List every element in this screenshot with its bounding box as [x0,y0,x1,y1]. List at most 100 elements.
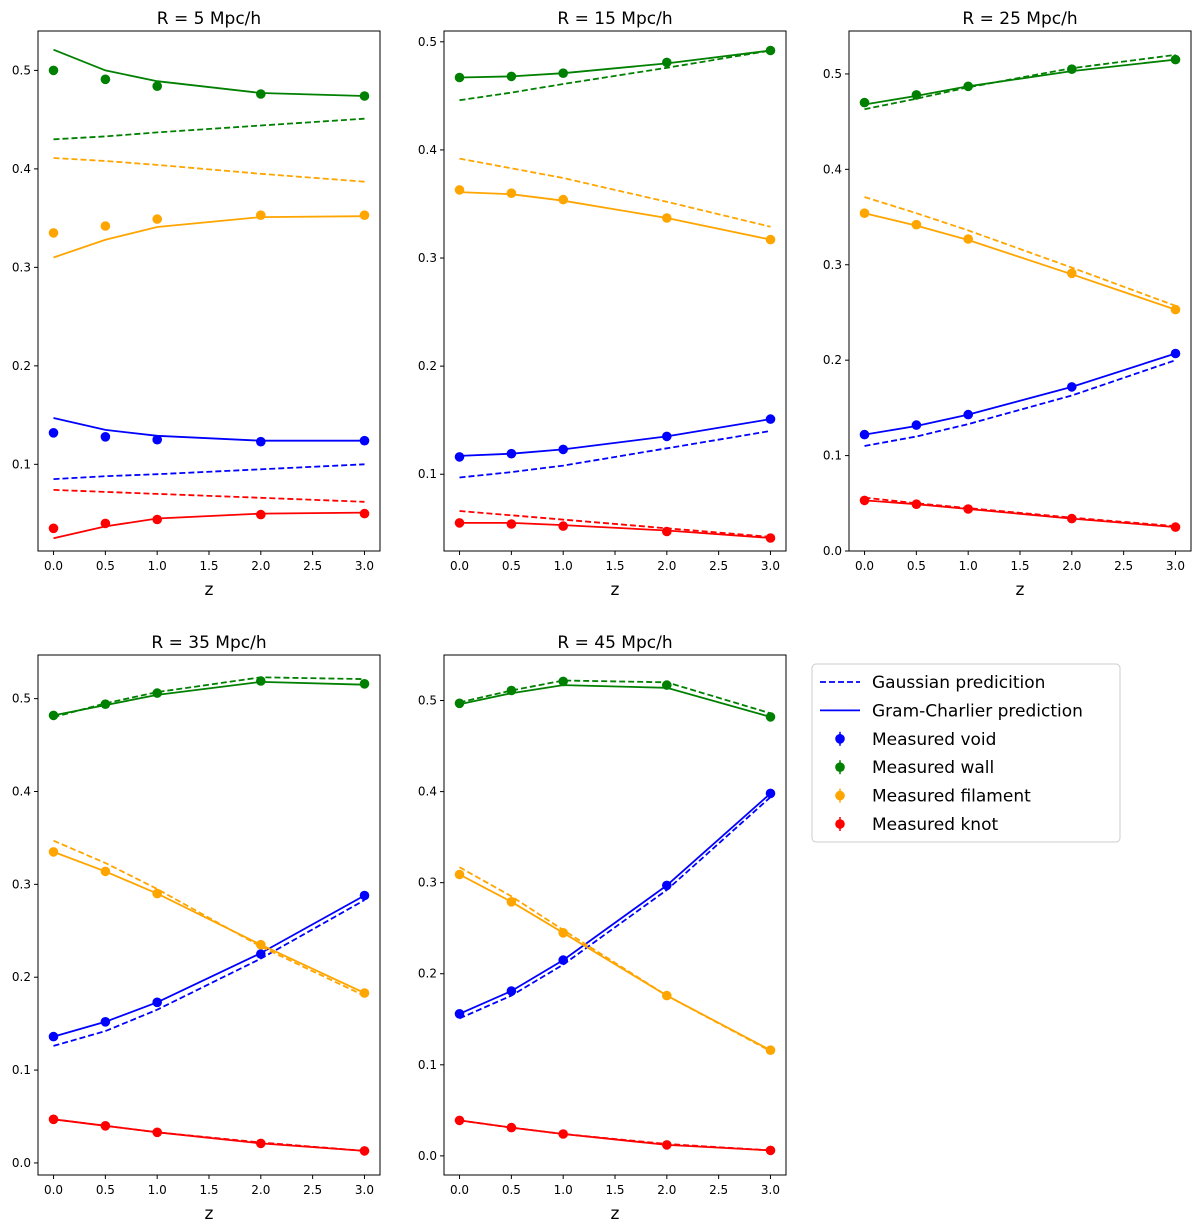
wall-measured-point [662,57,672,68]
series-knot [454,510,776,543]
knot-measured-point [359,508,370,519]
filament-gram-charlier-line [53,851,365,994]
wall-measured-point [1067,64,1077,74]
void-measured-point [558,955,568,965]
knot-measured-point [765,1145,776,1156]
series-filament [454,157,776,245]
wall-gram-charlier-line [459,684,771,718]
wall-gaussian-line [459,679,771,715]
void-gram-charlier-line [459,792,772,1015]
series-void [859,348,1181,447]
void-measured-point [1067,382,1077,392]
knot-gaussian-line [459,510,771,538]
x-tick-label: 1.5 [605,1183,624,1197]
legend-label: Measured wall [872,758,994,778]
legend-entry: Gram-Charlier prediction [820,701,1083,721]
wall-measured-point [963,81,973,92]
x-tick-label: 2.0 [251,1183,270,1197]
wall-measured-point [506,685,517,696]
knot-measured-point [765,533,776,543]
knot-measured-point [1170,522,1181,532]
knot-gaussian-line [864,496,1176,528]
filament-measured-point [454,869,465,880]
y-tick-label: 0.5 [418,35,437,49]
wall-measured-point [152,81,162,91]
wall-measured-point [765,45,776,56]
x-tick-label: 2.0 [1062,559,1081,573]
legend-entry: Measured wall [835,758,994,778]
legend-label: Measured knot [872,815,998,835]
filament-gaussian-line [864,196,1176,307]
wall-measured-point [558,676,568,687]
wall-measured-point [454,698,465,709]
knot-measured-point [662,526,672,537]
y-tick-label: 0.4 [418,143,437,157]
x-tick-label: 3.0 [761,1183,780,1197]
wall-gram-charlier-line [53,48,365,97]
series-filament [48,839,370,998]
filament-measured-point [255,939,266,950]
legend-entry: Measured knot [835,815,998,835]
y-tick-label: 0.2 [12,359,31,373]
legend-label: Gaussian predicition [872,673,1045,693]
y-tick-label: 0.1 [418,467,437,481]
legend-label: Gram-Charlier prediction [872,701,1083,721]
axes-frame [848,30,1192,552]
wall-measured-point [1170,54,1181,65]
void-measured-point [100,432,111,442]
x-tick-label: 0.0 [450,559,469,573]
knot-measured-point [255,509,266,520]
filament-measured-point [152,214,162,224]
knot-measured-point [48,1114,59,1125]
y-tick-label: 0.3 [12,877,31,891]
legend-marker-icon [835,819,845,829]
void-measured-point [454,452,465,462]
chart-panel-2: R = 15 Mpc/h 0.0 0.5 1.0 1.5 2.0 2.5 3.0 0.1 0.2 0… [418,9,787,600]
knot-measured-point [859,495,870,506]
x-tick-label: 0.5 [502,559,521,573]
y-tick-label: 0.3 [418,876,437,890]
wall-measured-point [359,91,370,101]
chart-title: R = 35 Mpc/h [151,633,266,653]
y-tick-label: 0.2 [418,967,437,981]
filament-measured-point [359,988,370,998]
wall-measured-point [859,97,870,108]
wall-measured-point [152,688,162,698]
knot-measured-point [506,1122,517,1133]
knot-gram-charlier-line [864,499,1176,528]
x-tick-label: 1.5 [1010,559,1029,573]
y-tick-label: 0.5 [12,692,31,706]
filament-measured-point [765,234,776,245]
void-gram-charlier-line [864,352,1176,436]
y-tick-label: 0.2 [12,970,31,984]
legend-label: Measured filament [872,787,1031,807]
legend-entry: Measured filament [835,787,1031,807]
x-axis-label: z [205,580,214,600]
knot-measured-point [100,1121,111,1131]
wall-measured-point [506,71,517,82]
void-measured-point [100,1017,111,1027]
wall-gaussian-line [53,676,365,719]
x-tick-label: 0.5 [96,1183,115,1197]
y-tick-label: 0.3 [823,258,842,272]
filament-gaussian-line [53,839,365,997]
void-measured-point [152,997,162,1008]
wall-gram-charlier-line [459,49,771,79]
x-tick-label: 0.5 [502,1183,521,1197]
void-measured-point [662,880,672,891]
void-measured-point [859,429,870,440]
wall-gram-charlier-line [864,58,1176,106]
void-gaussian-line [53,463,365,480]
void-gram-charlier-line [53,894,365,1038]
x-tick-label: 2.0 [251,559,270,573]
knot-measured-point [558,1129,568,1139]
filament-gram-charlier-line [864,212,1176,311]
x-axis-label: z [1016,580,1025,600]
filament-measured-point [359,210,370,220]
legend-label: Measured void [872,730,996,750]
filament-measured-point [48,847,59,857]
knot-measured-point [152,1127,162,1138]
knot-measured-point [100,518,111,529]
series-knot [48,489,370,540]
void-measured-point [1170,348,1181,359]
